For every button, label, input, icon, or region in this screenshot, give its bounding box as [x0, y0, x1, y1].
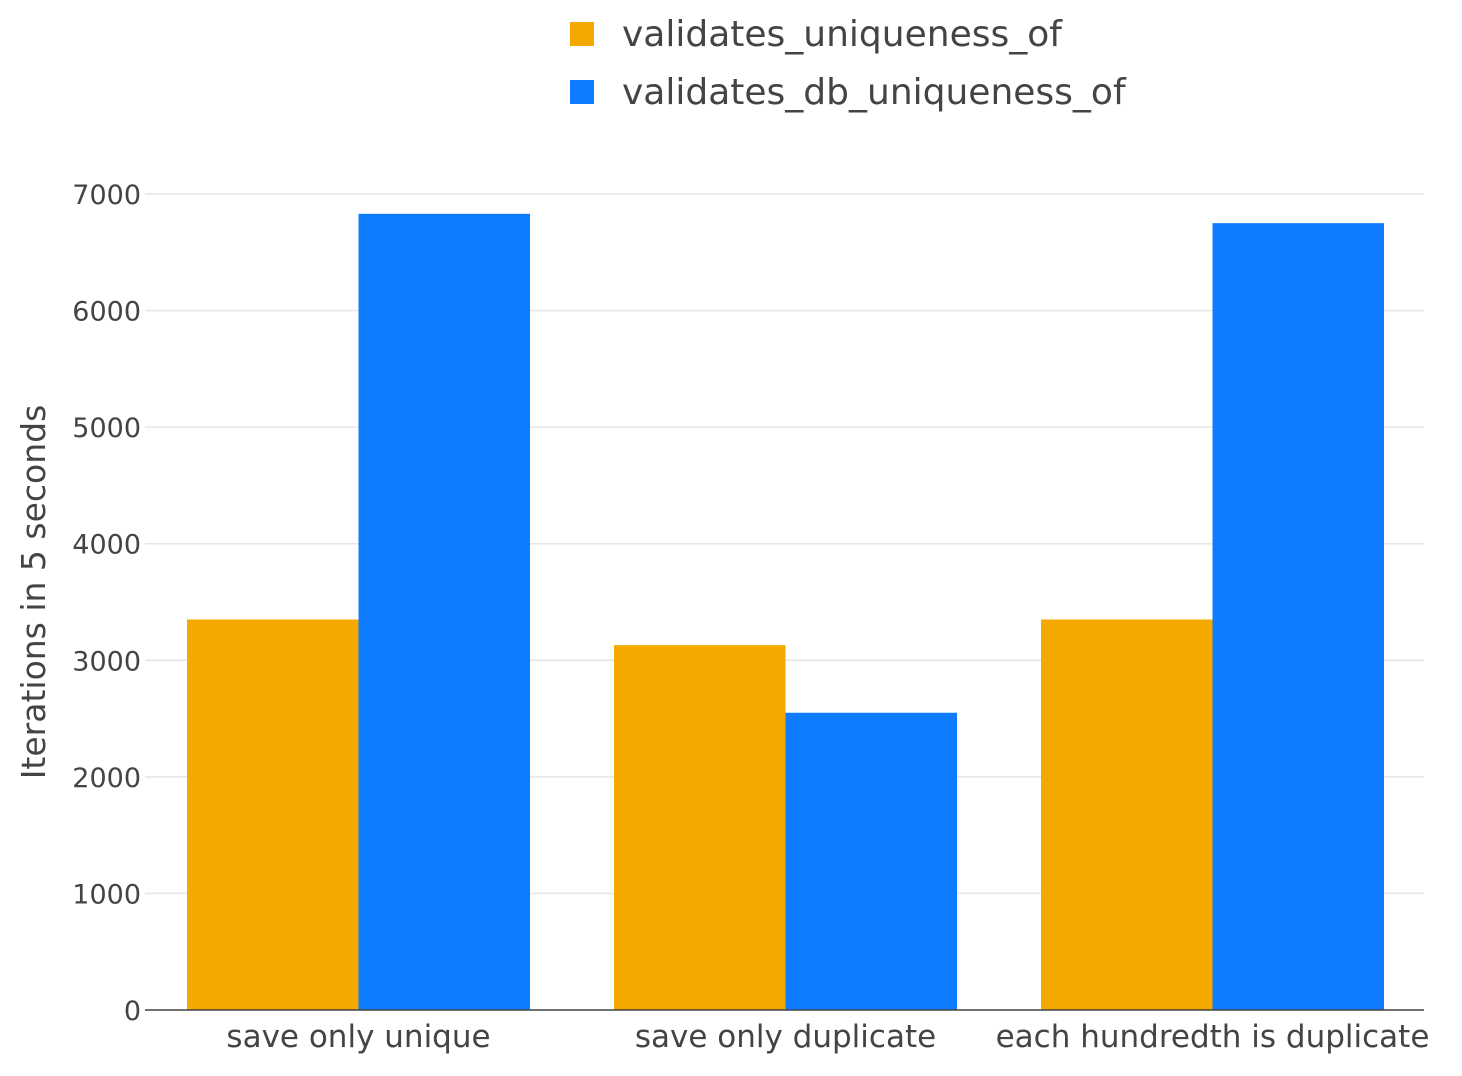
x-category-label: save only unique — [226, 1019, 490, 1055]
y-tick-label: 3000 — [72, 646, 141, 677]
y-tick-label: 1000 — [72, 879, 141, 910]
y-tick-label: 4000 — [72, 530, 141, 561]
bar — [614, 645, 786, 1010]
legend: validates_uniqueness_of validates_db_uniq… — [570, 14, 1127, 113]
bar — [358, 213, 530, 1010]
bar — [1041, 619, 1213, 1010]
y-tick-label: 6000 — [72, 297, 141, 328]
axes: 0 1000 2000 3000 4000 5000 6000 7000 save only u… — [72, 180, 1429, 1055]
bar — [187, 619, 359, 1010]
y-tick-label: 5000 — [72, 413, 141, 444]
y-tick-label: 0 — [124, 996, 141, 1027]
legend-swatch — [570, 80, 594, 104]
y-axis-title: Iterations in 5 seconds — [14, 405, 53, 780]
bar — [1212, 223, 1384, 1011]
bars — [187, 213, 1384, 1011]
y-tick-label: 7000 — [72, 180, 141, 211]
legend-label: validates_uniqueness_of — [622, 14, 1063, 55]
legend-label: validates_db_uniqueness_of — [622, 72, 1127, 113]
x-category-label: save only duplicate — [635, 1019, 936, 1055]
x-category-label: each hundredth is duplicate — [996, 1019, 1430, 1055]
y-tick-label: 2000 — [72, 763, 141, 794]
legend-swatch — [570, 22, 594, 46]
bar — [785, 712, 957, 1010]
